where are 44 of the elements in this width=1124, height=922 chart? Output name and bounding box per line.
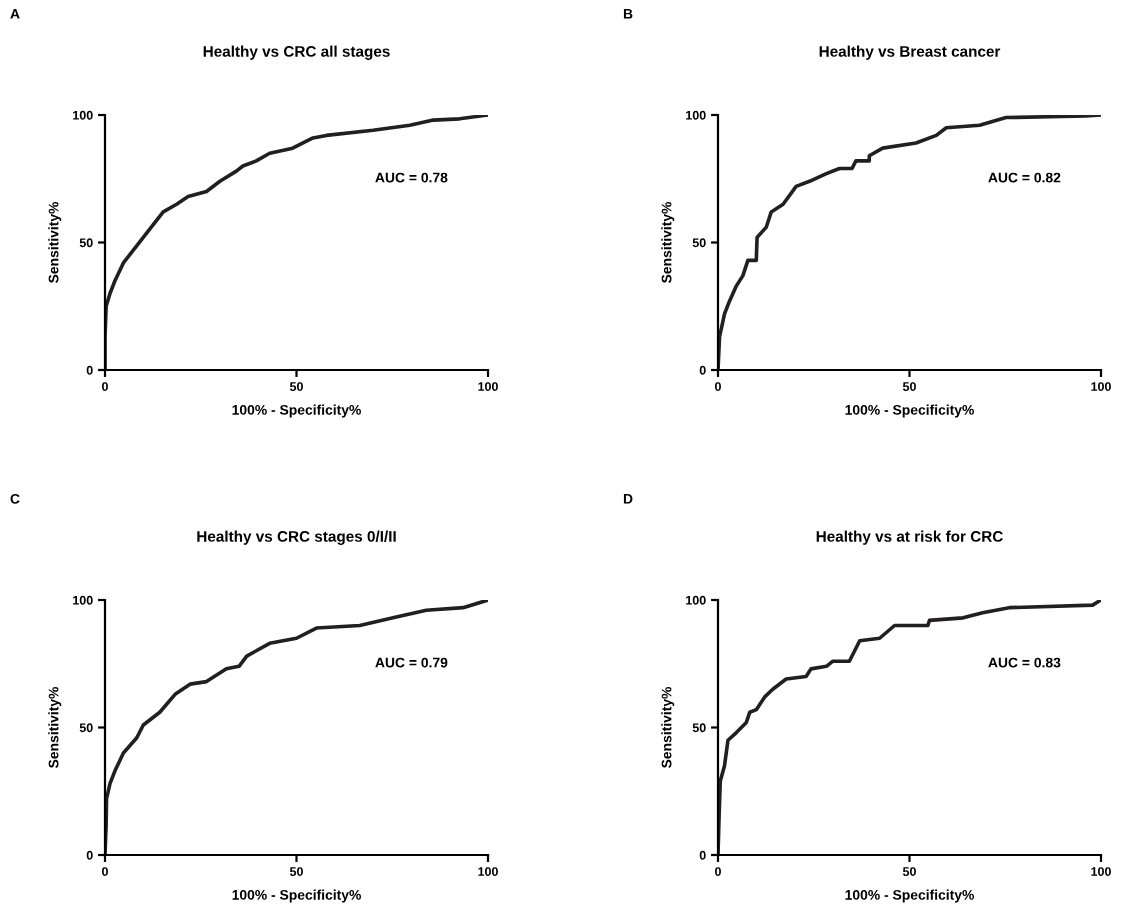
x-tick-label: 0 xyxy=(102,867,108,876)
chart-title: Healthy vs Breast cancer xyxy=(819,45,1001,60)
y-tick-label: 0 xyxy=(86,850,93,860)
x-axis-title: 100% - Specificity% xyxy=(845,404,974,418)
y-tick-label: 50 xyxy=(79,723,93,733)
x-tick-label: 0 xyxy=(102,382,108,391)
x-tick-label: 0 xyxy=(715,867,721,876)
y-tick-label: 100 xyxy=(686,110,706,120)
x-tick-label: 100 xyxy=(478,867,498,876)
y-axis-title: Sensitivity% xyxy=(48,686,62,769)
y-tick-label: 0 xyxy=(86,365,93,375)
x-tick-label: 50 xyxy=(902,382,916,391)
y-tick-label: 0 xyxy=(699,365,706,375)
chart-title: Healthy vs at risk for CRC xyxy=(816,530,1003,545)
x-tick-label: 100 xyxy=(1091,867,1111,876)
chart-title: Healthy vs CRC all stages xyxy=(203,45,390,60)
x-axis-title: 100% - Specificity% xyxy=(232,404,361,418)
text: B xyxy=(623,9,633,19)
annotation: AUC = 0.83 xyxy=(988,657,1061,668)
y-axis-title: Sensitivity% xyxy=(48,201,62,284)
y-tick-label: 50 xyxy=(692,723,706,733)
x-tick-label: 50 xyxy=(902,867,916,876)
y-axis-title: Sensitivity% xyxy=(661,201,675,284)
y-tick-label: 100 xyxy=(73,110,93,120)
y-tick-label: 100 xyxy=(686,595,706,605)
annotation: AUC = 0.82 xyxy=(988,172,1061,183)
text: A xyxy=(10,9,20,19)
y-tick-label: 50 xyxy=(692,238,706,248)
text: D xyxy=(623,494,633,504)
x-axis-title: 100% - Specificity% xyxy=(845,889,974,903)
annotation: AUC = 0.79 xyxy=(375,657,448,668)
y-tick-label: 50 xyxy=(79,238,93,248)
text: C xyxy=(10,493,20,504)
x-axis-title: 100% - Specificity% xyxy=(232,889,361,903)
annotation: AUC = 0.78 xyxy=(375,172,448,183)
x-tick-label: 100 xyxy=(1091,382,1111,391)
chart-title: Healthy vs CRC stages 0/I/II xyxy=(197,530,396,545)
y-tick-label: 100 xyxy=(73,595,93,605)
x-tick-label: 50 xyxy=(289,382,303,391)
y-axis-title: Sensitivity% xyxy=(661,686,675,769)
x-tick-label: 100 xyxy=(478,382,498,391)
y-tick-label: 0 xyxy=(699,850,706,860)
x-tick-label: 50 xyxy=(289,867,303,876)
x-tick-label: 0 xyxy=(715,382,721,391)
